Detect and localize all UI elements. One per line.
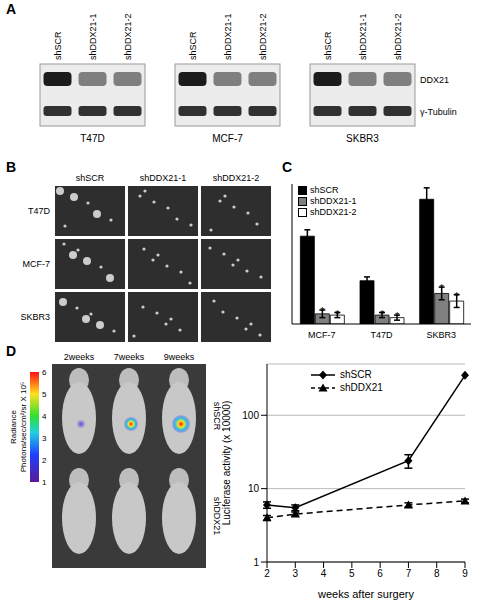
svg-text:8: 8 — [434, 568, 440, 579]
svg-text:2weeks: 2weeks — [64, 352, 95, 362]
svg-text:shDDX21-2: shDDX21-2 — [123, 13, 133, 60]
svg-text:D: D — [6, 343, 16, 359]
svg-text:C: C — [282, 159, 292, 175]
html-text:shDDX21: shDDX21 — [340, 382, 383, 393]
svg-text:shDDX21-2: shDDX21-2 — [213, 173, 260, 183]
svg-text:MCF-7: MCF-7 — [308, 330, 336, 340]
svg-text:7weeks: 7weeks — [114, 352, 145, 362]
svg-text:shDDX21: shDDX21 — [212, 497, 222, 536]
svg-text:9weeks: 9weeks — [164, 352, 195, 362]
svg-text:shDDX21-1: shDDX21-1 — [223, 13, 233, 60]
svg-text:*: * — [440, 282, 445, 294]
svg-text:5: 5 — [349, 568, 355, 579]
svg-text:7: 7 — [406, 568, 412, 579]
svg-text:*: * — [455, 290, 460, 302]
svg-text:γ-Tubulin: γ-Tubulin — [420, 107, 457, 117]
svg-text:5: 5 — [42, 390, 47, 399]
svg-text:shSCR: shSCR — [53, 31, 63, 60]
svg-text:DDX21: DDX21 — [420, 75, 449, 85]
svg-text:Photons/sec/cm²/sr X 10⁵: Photons/sec/cm²/sr X 10⁵ — [19, 382, 28, 472]
svg-text:shDDX21-1: shDDX21-1 — [140, 173, 187, 183]
svg-text:shDDX21-2: shDDX21-2 — [258, 13, 268, 60]
svg-text:4: 4 — [42, 412, 47, 421]
svg-text:Radiance: Radiance — [9, 410, 18, 444]
svg-text:3: 3 — [42, 434, 47, 443]
svg-text:B: B — [6, 159, 16, 175]
svg-text:*: * — [320, 305, 325, 317]
svg-text:2: 2 — [264, 568, 270, 579]
svg-text:1: 1 — [253, 557, 259, 568]
svg-text:SKBR3: SKBR3 — [20, 312, 50, 322]
svg-text:shDDX21-1: shDDX21-1 — [88, 13, 98, 60]
svg-text:4: 4 — [321, 568, 327, 579]
svg-text:SKBR3: SKBR3 — [426, 330, 456, 340]
svg-text:*: * — [335, 308, 340, 320]
svg-text:T47D: T47D — [28, 206, 51, 216]
html-text:shSCR: shSCR — [340, 369, 372, 380]
svg-text:shSCR: shSCR — [76, 173, 105, 183]
svg-text:MCF-7: MCF-7 — [212, 133, 243, 144]
svg-text:*: * — [380, 308, 385, 320]
svg-text:shSCR: shSCR — [323, 31, 333, 60]
svg-text:6: 6 — [377, 568, 383, 579]
svg-text:2: 2 — [42, 456, 47, 465]
svg-text:shDDX21-2: shDDX21-2 — [393, 13, 403, 60]
svg-text:weeks after surgery: weeks after surgery — [317, 588, 414, 600]
svg-text:SKBR3: SKBR3 — [346, 133, 379, 144]
svg-text:MCF-7: MCF-7 — [23, 259, 51, 269]
svg-text:*: * — [395, 310, 400, 322]
svg-text:Luciferase activity (x 10000): Luciferase activity (x 10000) — [222, 401, 232, 526]
svg-text:3: 3 — [293, 568, 299, 579]
svg-text:6: 6 — [42, 368, 47, 377]
svg-text:A: A — [6, 1, 16, 17]
svg-text:9: 9 — [462, 568, 468, 579]
svg-text:100: 100 — [242, 410, 259, 421]
html-text:shDDX21-1: shDDX21-1 — [310, 196, 357, 206]
svg-text:10: 10 — [248, 483, 260, 494]
svg-text:shDDX21-1: shDDX21-1 — [358, 13, 368, 60]
svg-text:shSCR: shSCR — [212, 402, 222, 431]
html-text:shSCR: shSCR — [310, 185, 339, 195]
svg-text:1: 1 — [42, 478, 47, 487]
svg-text:shSCR: shSCR — [188, 31, 198, 60]
svg-text:T47D: T47D — [80, 133, 104, 144]
svg-text:T47D: T47D — [370, 330, 393, 340]
html-text:shDDX21-2: shDDX21-2 — [310, 207, 357, 217]
